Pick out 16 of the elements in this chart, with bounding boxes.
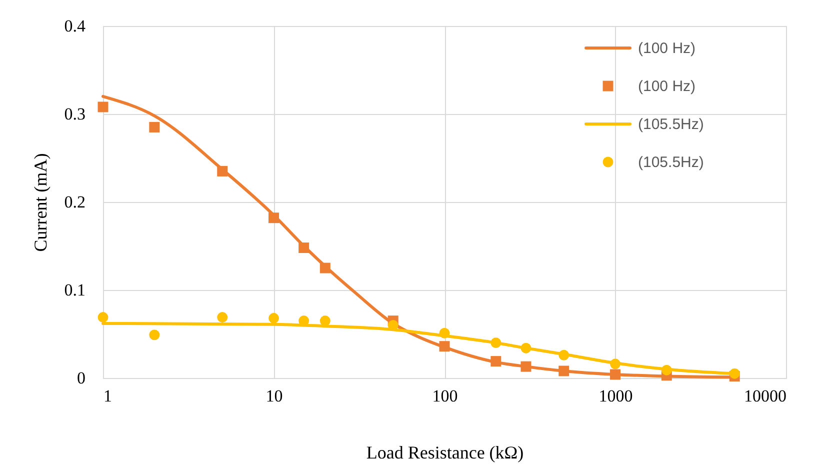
y-tick-label: 0.3 — [64, 104, 86, 124]
legend-label: (105.5Hz) — [638, 116, 704, 133]
y-tick-label: 0.1 — [64, 280, 86, 300]
x-axis-title: Load Resistance (kΩ) — [366, 442, 524, 462]
legend-label: (100 Hz) — [638, 78, 696, 95]
y-tick-label: 0 — [77, 368, 86, 388]
x-tick-label: 10000 — [744, 386, 786, 406]
x-tick-label: 100 — [432, 386, 458, 406]
x-tick-label: 1000 — [598, 386, 633, 406]
x-tick-label: 10 — [266, 386, 283, 406]
legend-label: (100 Hz) — [638, 40, 696, 57]
x-tick-label: 1 — [104, 386, 112, 406]
y-tick-label: 0.2 — [64, 192, 86, 212]
legend-label: (105.5Hz) — [638, 154, 704, 171]
y-axis-title: Current (mA) — [30, 153, 50, 252]
y-tick-label: 0.4 — [64, 16, 86, 36]
